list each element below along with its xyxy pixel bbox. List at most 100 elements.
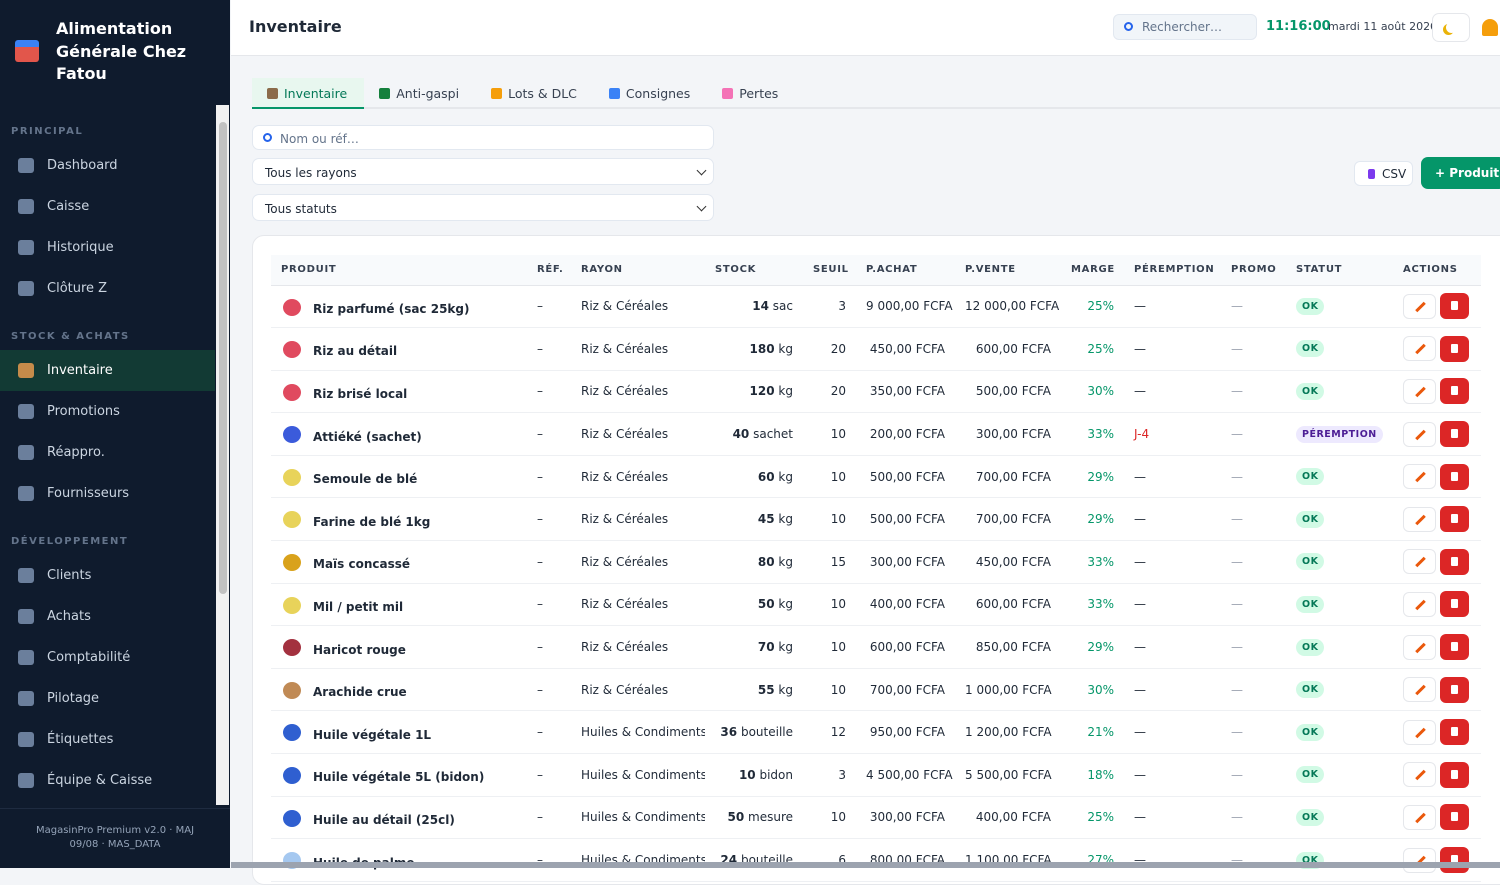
table-row: Attiéké (sachet) – Riz & Céréales 40 sachet… [271,412,1481,456]
tab[interactable]: Pertes [707,78,795,109]
peremption: — [1124,370,1221,414]
promo: — [1221,668,1286,712]
delete-button[interactable] [1440,335,1469,362]
prix-vente: 400,00 FCFA [955,796,1061,840]
statut-cell: OK [1286,753,1393,797]
tab[interactable]: Inventaire [252,78,365,109]
product-icon [283,426,301,444]
nav-item[interactable]: Achats [0,596,215,637]
csv-button[interactable]: CSV [1354,161,1413,186]
edit-button[interactable] [1403,506,1436,532]
nav-item[interactable]: Comptabilité [0,637,215,678]
edit-button[interactable] [1403,762,1436,788]
marge: 33% [1061,540,1124,584]
nav-item[interactable]: Promotions [0,391,215,432]
rayon-select[interactable]: Tous les rayons [252,158,714,185]
delete-button[interactable] [1440,548,1469,575]
tab[interactable]: Anti-gaspi [364,78,476,109]
stock-qty: 40 [732,427,750,442]
delete-button[interactable] [1440,634,1469,661]
delete-button[interactable] [1440,847,1469,874]
delete-button[interactable] [1440,293,1469,320]
delete-button[interactable] [1440,378,1469,405]
delete-button[interactable] [1440,719,1469,746]
logo [15,40,39,62]
nav-item[interactable]: Clients [0,555,215,596]
edit-button[interactable] [1403,464,1436,490]
product-icon [283,298,301,316]
product-icon [283,596,301,614]
edit-button[interactable] [1403,804,1436,830]
stock-cell: 14 sac [705,285,803,329]
tab[interactable]: Consignes [594,78,707,109]
edit-button[interactable] [1403,847,1436,873]
delete-button[interactable] [1440,506,1469,533]
product-search[interactable]: Nom ou réf… [252,125,714,150]
stock-cell: 80 kg [705,540,803,584]
table-row: Riz brisé local – Riz & Céréales 120 kg 20 35… [271,370,1481,414]
statut-cell: OK [1286,710,1393,755]
stock-unit: sachet [753,427,793,442]
rayon: Riz & Céréales [571,370,705,414]
stock-cell: 45 kg [705,497,803,542]
edit-button[interactable] [1403,336,1436,362]
nav-item[interactable]: Dashboard [0,145,215,186]
ref: – [527,327,571,371]
prix-vente: 500,00 FCFA [955,370,1061,414]
product-icon [283,767,301,785]
notifications[interactable] [1482,19,1498,36]
statut-cell: OK [1286,285,1393,329]
edit-button[interactable] [1403,677,1436,703]
delete-button[interactable] [1440,676,1469,703]
table-row: Riz au détail – Riz & Céréales 180 kg 20 450,… [271,327,1481,371]
nav-item[interactable]: Historique [0,227,215,268]
edit-button[interactable] [1403,378,1436,404]
nav-item[interactable]: Inventaire [0,350,215,391]
ref: – [527,540,571,584]
delete-button[interactable] [1440,463,1469,490]
edit-button[interactable] [1403,591,1436,617]
product-icon [283,468,301,486]
scroll-thumb[interactable] [219,122,227,594]
nav-item[interactable]: Caisse [0,186,215,227]
product-name: Mil / petit mil [313,599,404,614]
nav-item[interactable]: Clôture Z [0,268,215,309]
add-product-button[interactable]: + Produit [1421,157,1500,189]
ref: – [527,753,571,797]
stock-qty: 14 [752,299,769,314]
prix-vente: 5 500,00 FCFA [955,753,1061,797]
statut-cell: OK [1286,540,1393,584]
delete-button[interactable] [1440,761,1469,788]
delete-button[interactable] [1440,421,1469,448]
delete-button[interactable] [1440,591,1469,618]
nav-item[interactable]: Réappro. [0,432,215,473]
edit-button[interactable] [1403,293,1436,319]
delete-button[interactable] [1440,804,1469,831]
marge: 27% [1061,838,1124,882]
nav-item[interactable]: Pilotage [0,678,215,719]
edit-button[interactable] [1403,549,1436,575]
nav-item[interactable]: Mobile Money [0,801,215,808]
topbar [231,0,1500,56]
nav-item[interactable]: Étiquettes [0,719,215,760]
nav-item[interactable]: Équipe & Caisse [0,760,215,801]
ref: – [527,497,571,542]
product-name: Maïs concassé [313,557,411,572]
edit-button[interactable] [1403,634,1436,660]
status-badge: OK [1296,510,1325,528]
stock-qty: 50 [757,597,775,612]
prix-vente: 600,00 FCFA [955,327,1061,371]
statut-cell: OK [1286,370,1393,414]
edit-button[interactable] [1403,421,1436,447]
edit-button[interactable] [1403,719,1436,745]
column-header: STATUT [1286,255,1393,286]
rayon: Riz & Céréales [571,412,705,456]
theme-toggle[interactable] [1432,13,1470,42]
status-select[interactable]: Tous statuts [252,194,714,221]
marge: 21% [1061,710,1124,755]
placeholder: Rechercher… [1142,20,1222,34]
promo: — [1221,285,1286,329]
nav-item[interactable]: Fournisseurs [0,473,215,514]
global-search[interactable]: Rechercher… [1113,14,1257,40]
tab[interactable]: Lots & DLC [476,78,594,109]
